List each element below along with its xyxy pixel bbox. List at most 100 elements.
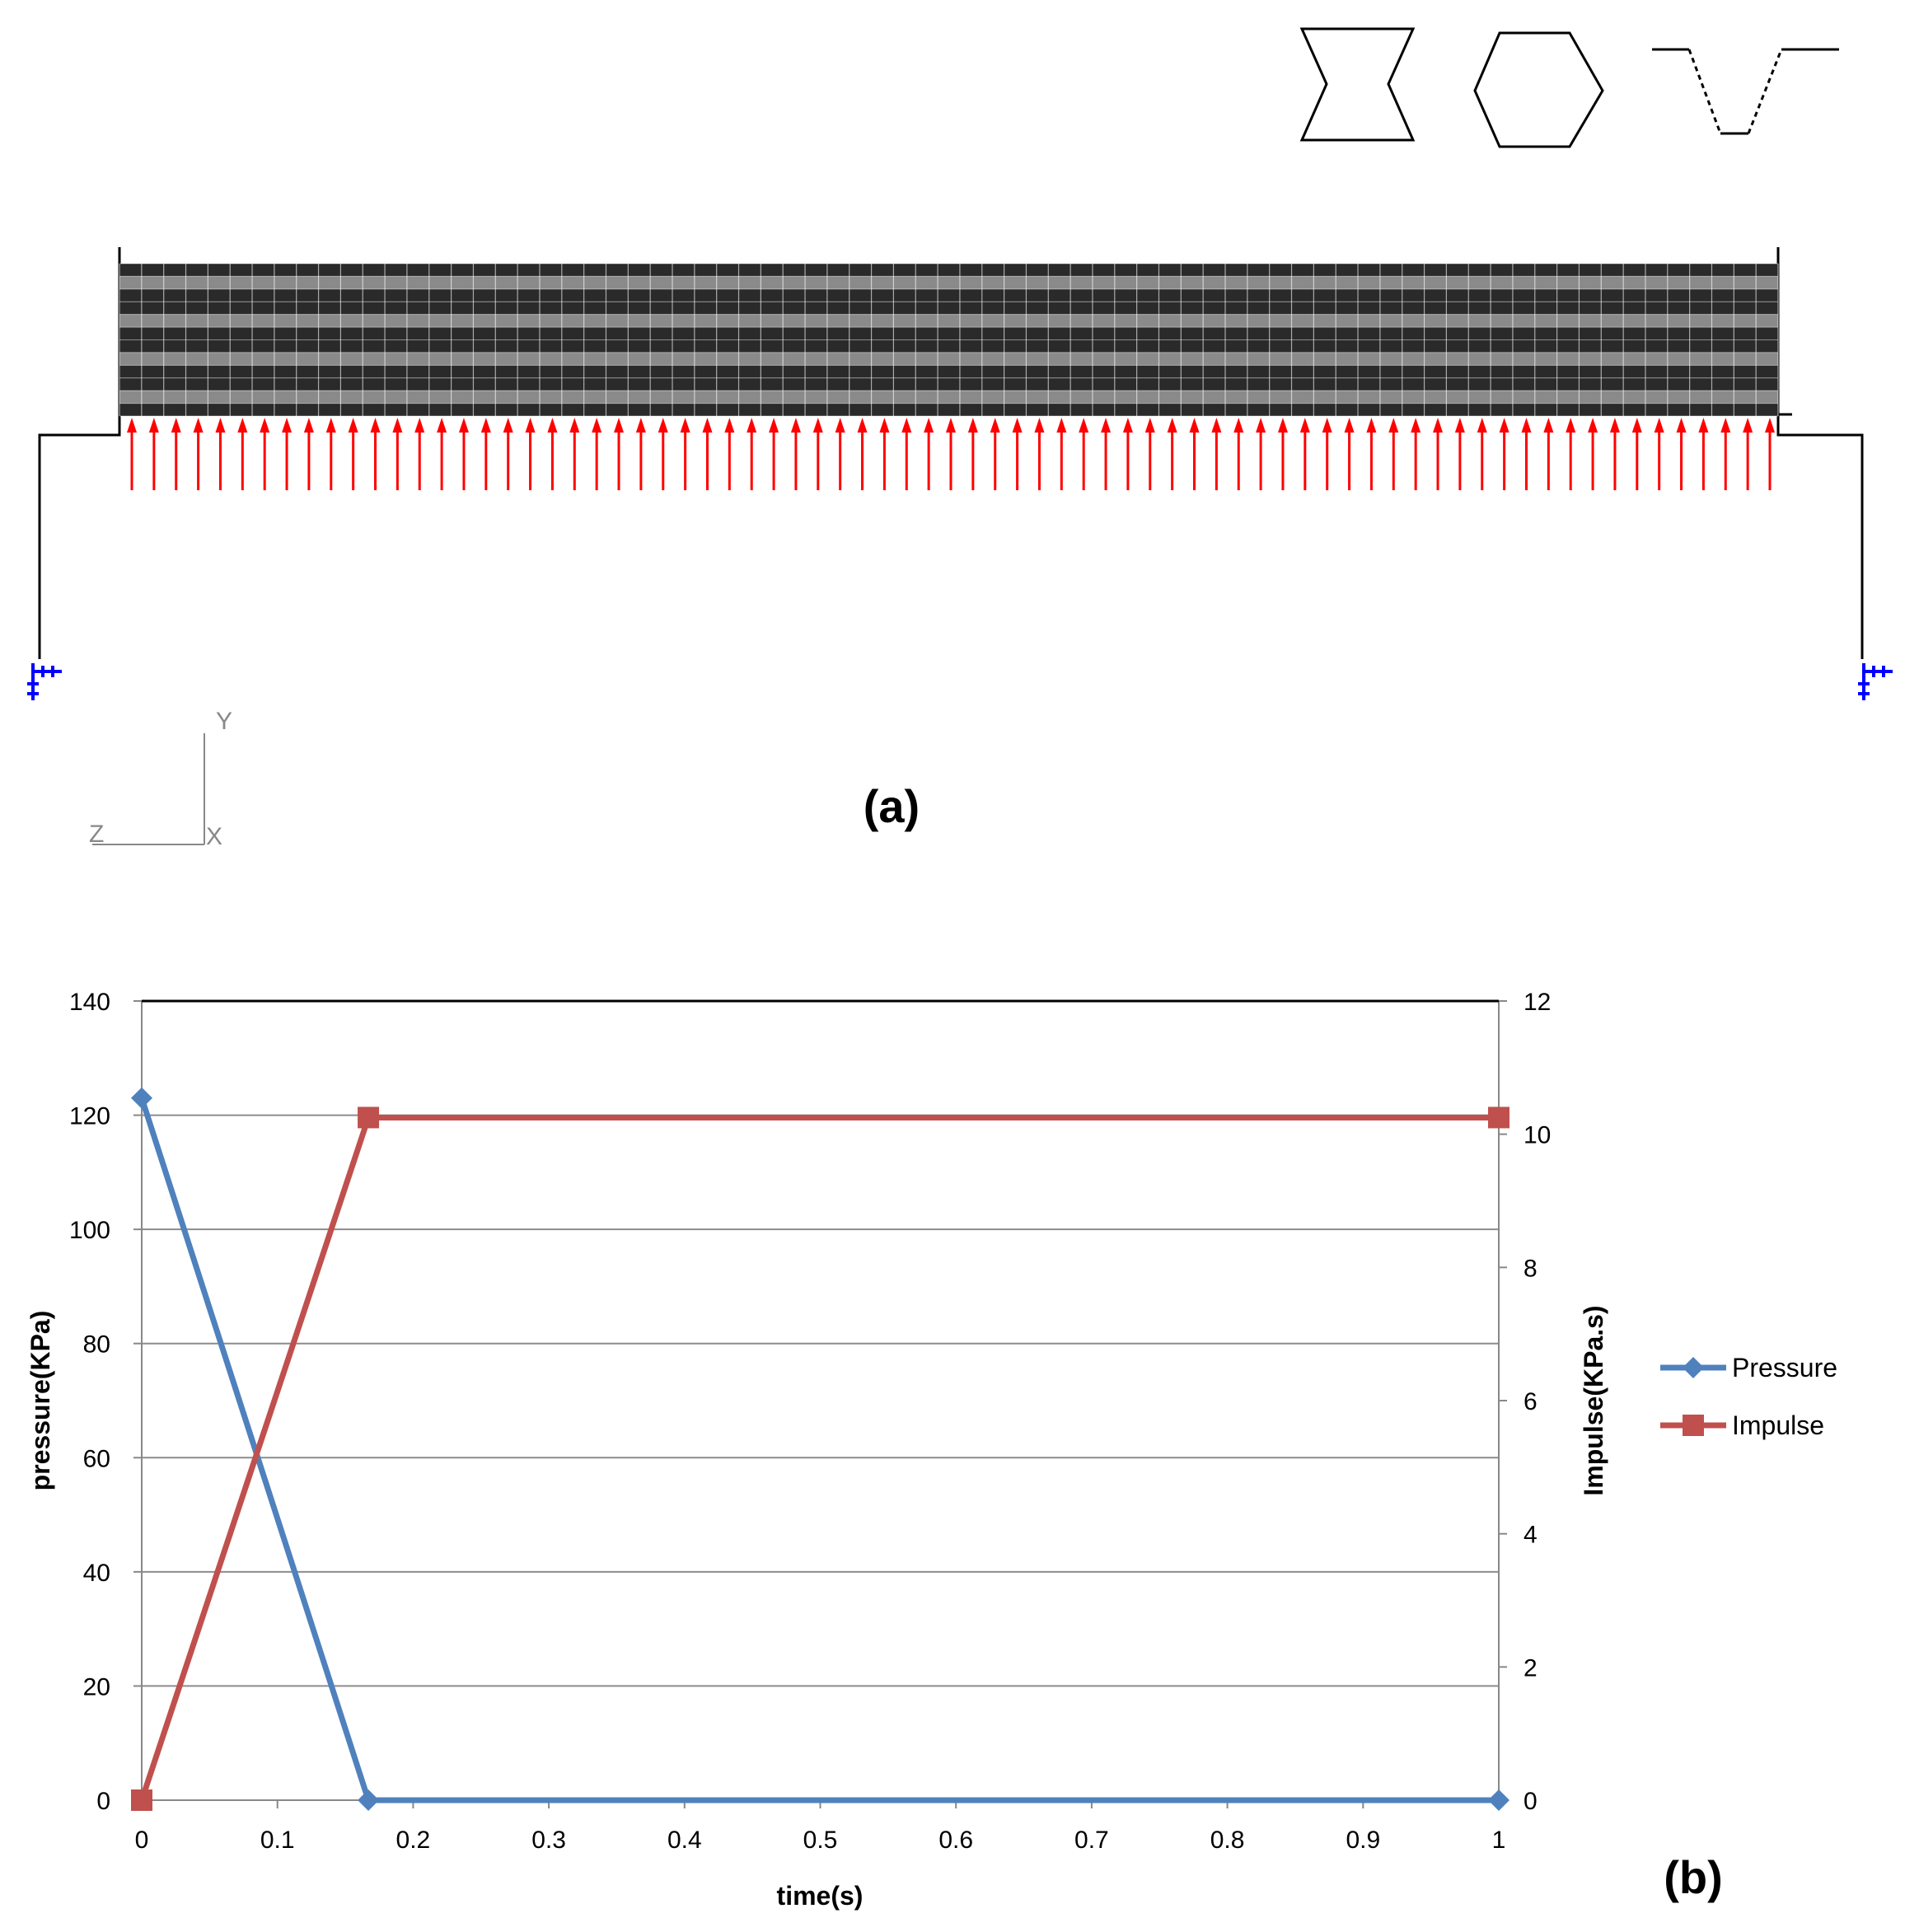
x-tick-label: 0.4 — [667, 1827, 702, 1854]
core-layer — [119, 327, 1778, 340]
x-tick-label: 0.5 — [803, 1827, 838, 1854]
chart-gridlines — [142, 1000, 1499, 1801]
x-tick-label: 0.6 — [938, 1827, 973, 1854]
core-layer — [119, 352, 1778, 366]
pressure-data-point — [1488, 1789, 1509, 1811]
load-arrow — [569, 418, 580, 490]
load-arrow — [812, 418, 823, 490]
load-arrow — [171, 418, 181, 490]
load-arrow — [658, 418, 668, 490]
load-arrow — [1477, 418, 1487, 490]
load-arrow — [1765, 418, 1775, 490]
load-arrow — [702, 418, 713, 490]
load-arrow — [592, 418, 602, 490]
load-arrow — [747, 418, 757, 490]
core-layer — [119, 314, 1778, 328]
load-arrow — [1454, 418, 1465, 490]
core-layer — [119, 377, 1778, 391]
y-tick-label: 20 — [83, 1673, 110, 1700]
x-tick-label: 1 — [1492, 1827, 1506, 1854]
y2-tick-label: 4 — [1523, 1522, 1538, 1549]
x-tick-label: 0.8 — [1210, 1827, 1245, 1854]
y-tick-label: 40 — [83, 1560, 110, 1587]
core-layer — [119, 276, 1778, 289]
hourglass-cell-icon — [1299, 27, 1416, 142]
legend-square-icon — [1683, 1415, 1704, 1436]
load-arrow — [1079, 418, 1089, 490]
load-arrow — [1588, 418, 1598, 490]
load-arrow — [790, 418, 801, 490]
coordinate-triad: Y Z X — [89, 708, 232, 850]
blast-load-arrows — [127, 418, 1775, 490]
plot-area-border — [141, 1000, 1500, 1801]
load-arrow — [1720, 418, 1731, 490]
y2-tick-label: 12 — [1523, 989, 1551, 1016]
model-figure: Y Z X (a) — [27, 27, 1893, 850]
y-tick-label: 60 — [83, 1445, 110, 1472]
load-arrow — [260, 418, 270, 490]
load-arrow — [282, 418, 293, 490]
axis-y-label: Y — [216, 708, 232, 735]
impulse-data-point — [131, 1789, 152, 1811]
load-arrow — [680, 418, 690, 490]
impulse-data-point — [1488, 1106, 1509, 1129]
load-arrow — [237, 418, 248, 490]
x-tick-label: 0.7 — [1074, 1827, 1109, 1854]
load-arrow — [1543, 418, 1554, 490]
load-arrow — [525, 418, 536, 490]
load-arrow — [1631, 418, 1642, 490]
right-boundary-condition-icon — [1858, 663, 1893, 700]
legend-item-pressure: Pressure — [1660, 1353, 1837, 1382]
load-arrow — [1056, 418, 1067, 490]
load-arrow — [1344, 418, 1355, 490]
load-arrow — [370, 418, 381, 490]
pressure-series-line — [138, 1097, 1499, 1803]
load-arrow — [967, 418, 978, 490]
load-arrow — [547, 418, 558, 490]
load-arrow — [1122, 418, 1133, 490]
legend-label-impulse: Impulse — [1732, 1410, 1824, 1440]
y-axis-title: pressure(KPa) — [26, 1311, 55, 1491]
load-arrow — [1277, 418, 1288, 490]
load-arrow — [946, 418, 956, 490]
load-arrow — [1322, 418, 1332, 490]
load-arrow — [924, 418, 934, 490]
load-arrow — [414, 418, 425, 490]
load-arrow — [1388, 418, 1399, 490]
pressure-data-point — [131, 1087, 152, 1109]
load-arrow — [990, 418, 1000, 490]
y-tick-label: 100 — [69, 1217, 110, 1244]
load-arrow — [1256, 418, 1266, 490]
y-tick-label: 120 — [69, 1103, 110, 1130]
load-arrow — [1676, 418, 1687, 490]
load-arrow — [1698, 418, 1709, 490]
y2-tick-label: 10 — [1523, 1122, 1551, 1149]
left-boundary-condition-icon — [27, 663, 62, 700]
panel-b-label: (b) — [1664, 1851, 1723, 1903]
chart-legend: Pressure Impulse — [1660, 1353, 1837, 1440]
y2-axis-title: Impulse(KPa.s) — [1579, 1305, 1608, 1495]
x-tick-label: 0.3 — [531, 1827, 566, 1854]
load-arrow — [1167, 418, 1177, 490]
x-axis-title: time(s) — [777, 1881, 864, 1911]
y-tick-label: 80 — [83, 1331, 110, 1359]
chart-series — [131, 1087, 1509, 1811]
impulse-series-line — [138, 1114, 1499, 1802]
load-arrow — [437, 418, 447, 490]
load-arrow — [1189, 418, 1200, 490]
load-arrow — [635, 418, 646, 490]
sandwich-core-mesh — [119, 263, 1779, 417]
load-arrow — [1743, 418, 1753, 490]
core-layer — [119, 288, 1778, 302]
load-arrow — [1211, 418, 1222, 490]
pressure-data-point — [358, 1789, 380, 1811]
load-arrow — [127, 418, 137, 490]
y2-tick-label: 6 — [1523, 1388, 1538, 1415]
x-tick-label: 0 — [135, 1827, 149, 1854]
load-arrow — [1299, 418, 1310, 490]
load-arrow — [480, 418, 491, 490]
load-arrow — [769, 418, 779, 490]
load-arrow — [1101, 418, 1112, 490]
load-arrow — [1433, 418, 1444, 490]
